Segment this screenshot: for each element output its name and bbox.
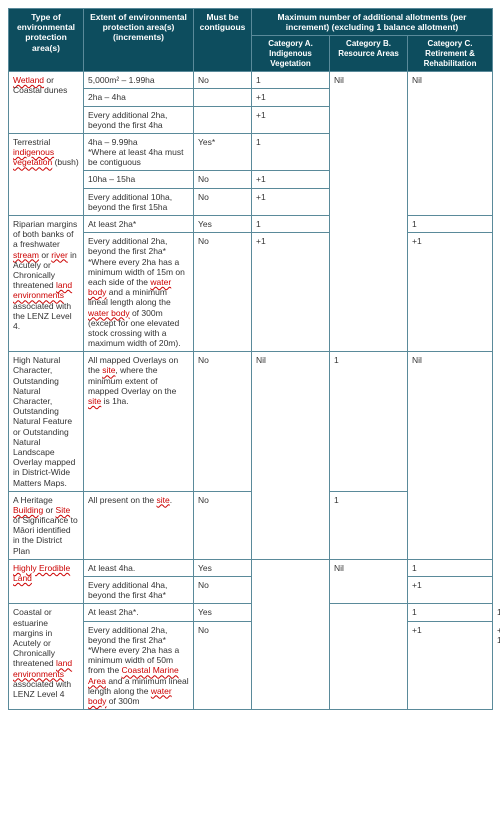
table-header: Type of environmental protection area(s)… xyxy=(9,9,493,72)
cell-catA: +1 xyxy=(252,233,330,352)
cell-contig: Yes* xyxy=(194,133,252,171)
table-row: Wetland or Coastal dunes 5,000m² – 1.99h… xyxy=(9,72,493,89)
cell-extent: Every additional 2ha, beyond the first 4… xyxy=(84,106,194,133)
cell-extent: Every additional 4ha, beyond the first 4… xyxy=(84,577,194,604)
cell-catA xyxy=(252,559,330,709)
cell-contig xyxy=(194,106,252,133)
cell-type-heritage: A Heritage Building or Site of Significa… xyxy=(9,491,84,559)
cell-contig: No xyxy=(194,491,252,559)
cell-extent: Every additional 2ha, beyond the first 2… xyxy=(84,621,194,710)
table-row: Highly Erodible Land At least 4ha. Yes N… xyxy=(9,559,493,576)
header-contiguous: Must be contiguous xyxy=(194,9,252,72)
cell-catA: 1 xyxy=(252,72,330,89)
cell-extent: 5,000m² – 1.99ha xyxy=(84,72,194,89)
cell-contig: No xyxy=(194,72,252,89)
header-cat-a: Category A. Indigenous Vegetation xyxy=(252,36,330,72)
cell-catB: 1 xyxy=(330,352,408,491)
cell-contig: No xyxy=(194,577,252,604)
cell-type-wetland: Wetland or Coastal dunes xyxy=(9,72,84,134)
header-type: Type of environmental protection area(s) xyxy=(9,9,84,72)
table-row: Riparian margins of both banks of a fres… xyxy=(9,216,493,233)
cell-catC: +1 xyxy=(408,233,493,352)
cell-contig: No xyxy=(194,233,252,352)
environmental-protection-table: Type of environmental protection area(s)… xyxy=(8,8,493,710)
cell-catA: 1 xyxy=(252,216,330,233)
table-row: High Natural Character, Outstanding Natu… xyxy=(9,352,493,491)
cell-catC: +1 xyxy=(408,577,493,604)
cell-contig: No xyxy=(194,621,252,710)
cell-extent: At least 4ha. xyxy=(84,559,194,576)
cell-extent: 10ha – 15ha xyxy=(84,171,194,188)
cell-catB: 1 xyxy=(330,491,408,559)
cell-type-hnc: High Natural Character, Outstanding Natu… xyxy=(9,352,84,491)
cell-catA: +1 xyxy=(252,188,330,215)
cell-catB: Nil xyxy=(330,559,408,604)
cell-extent: 4ha – 9.99ha *Where at least 4ha must be… xyxy=(84,133,194,171)
cell-catC: Nil xyxy=(408,72,493,216)
cell-catA: Nil xyxy=(252,352,330,560)
cell-contig: Yes xyxy=(194,604,252,621)
cell-type-terrestrial: Terrestrial indigenous vegetation (bush) xyxy=(9,133,84,215)
cell-catB: Nil xyxy=(330,72,408,352)
cell-contig: No xyxy=(194,352,252,491)
cell-extent: At least 2ha* xyxy=(84,216,194,233)
cell-catA: +1 xyxy=(252,106,330,133)
cell-catC: Nil xyxy=(408,352,493,560)
cell-catB xyxy=(330,604,408,710)
cell-contig: No xyxy=(194,171,252,188)
cell-extent: 2ha – 4ha xyxy=(84,89,194,106)
cell-contig: Yes xyxy=(194,216,252,233)
cell-extent: All mapped Overlays on the site, where t… xyxy=(84,352,194,491)
cell-extent: At least 2ha*. xyxy=(84,604,194,621)
cell-catA: +1 xyxy=(408,621,493,710)
cell-catC: 1 xyxy=(408,559,493,576)
header-extent: Extent of environmental protection area(… xyxy=(84,9,194,72)
cell-extent: All present on the site. xyxy=(84,491,194,559)
cell-contig xyxy=(194,89,252,106)
cell-catA: +1 xyxy=(252,89,330,106)
cell-catA: 1 xyxy=(408,604,493,621)
cell-contig: No xyxy=(194,188,252,215)
table-row: Coastal or estuarine margins in Acutely … xyxy=(9,604,493,621)
cell-catA: 1 xyxy=(252,133,330,171)
cell-catA: +1 xyxy=(252,171,330,188)
cell-extent: Every additional 2ha, beyond the first 2… xyxy=(84,233,194,352)
cell-type-coastal: Coastal or estuarine margins in Acutely … xyxy=(9,604,84,710)
cell-contig: Yes xyxy=(194,559,252,576)
cell-type-riparian: Riparian margins of both banks of a fres… xyxy=(9,216,84,352)
cell-extent: Every additional 10ha, beyond the first … xyxy=(84,188,194,215)
header-cat-c: Category C. Retirement & Rehabilitation xyxy=(408,36,493,72)
header-cat-b: Category B. Resource Areas xyxy=(330,36,408,72)
cell-catC: 1 xyxy=(408,216,493,233)
header-max-allotments: Maximum number of additional allotments … xyxy=(252,9,493,36)
cell-type-erodible: Highly Erodible Land xyxy=(9,559,84,604)
